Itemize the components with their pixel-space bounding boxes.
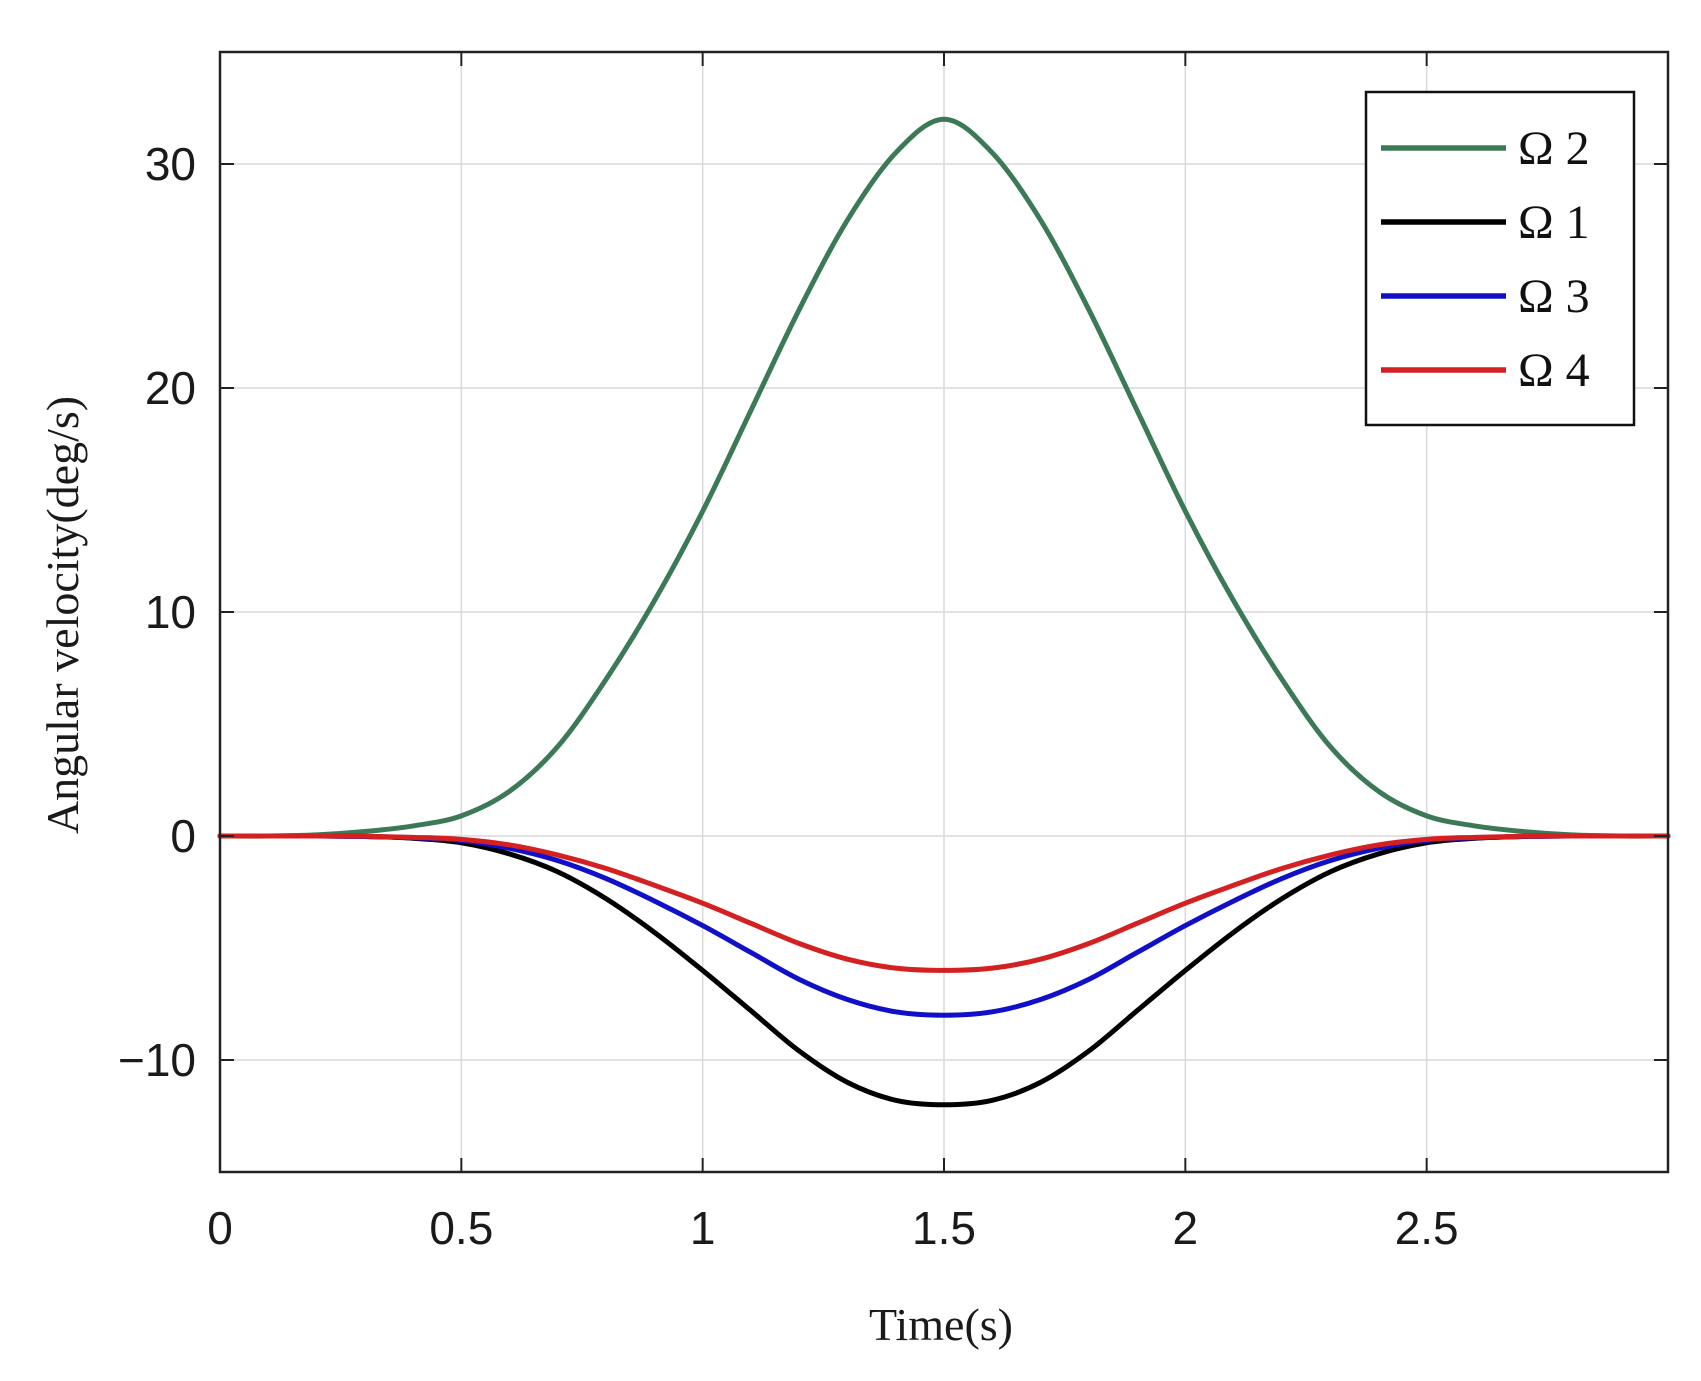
tick-marks [219, 52, 1668, 1172]
legend-entry-omega-1: Ω 1 [1381, 196, 1590, 249]
y-tick-label: 30 [145, 138, 196, 190]
x-axis-tick-labels: 0 0.5 1 1.5 2 2.5 [207, 1202, 1458, 1254]
omega-2-line [217, 116, 1671, 839]
legend-entry-omega-4: Ω 4 [1381, 344, 1590, 397]
legend: Ω 2 Ω 1 Ω 3 Ω 4 [1364, 90, 1636, 427]
x-tick-label: 2 [1173, 1202, 1199, 1254]
legend-entry-omega-2: Ω 2 [1381, 122, 1590, 175]
x-axis-title: Time(s) [869, 1299, 1013, 1350]
x-tick-label: 0 [207, 1202, 233, 1254]
legend-items: Ω 2 Ω 1 Ω 3 Ω 4 [1381, 122, 1590, 397]
legend-label-omega-1: Ω 1 [1518, 196, 1590, 249]
y-axis-tick-labels: −10 0 10 20 30 [118, 138, 196, 1086]
series-lines [217, 116, 1671, 1108]
legend-entry-omega-3: Ω 3 [1381, 270, 1590, 323]
x-tick-label: 0.5 [429, 1202, 493, 1254]
x-tick-label: 2.5 [1395, 1202, 1459, 1254]
y-tick-label: 20 [145, 362, 196, 414]
x-tick-label: 1 [690, 1202, 716, 1254]
omega-4-line [217, 833, 1671, 973]
y-axis-title: Angular velocity(deg/s) [37, 396, 88, 834]
x-tick-label: 1.5 [912, 1202, 976, 1254]
y-tick-label: 0 [170, 810, 196, 862]
legend-label-omega-3: Ω 3 [1518, 270, 1590, 323]
y-tick-label: 10 [145, 586, 196, 638]
legend-box [1364, 90, 1636, 427]
legend-label-omega-2: Ω 2 [1518, 122, 1590, 175]
legend-label-omega-4: Ω 4 [1518, 344, 1590, 397]
y-tick-label: −10 [118, 1034, 196, 1086]
